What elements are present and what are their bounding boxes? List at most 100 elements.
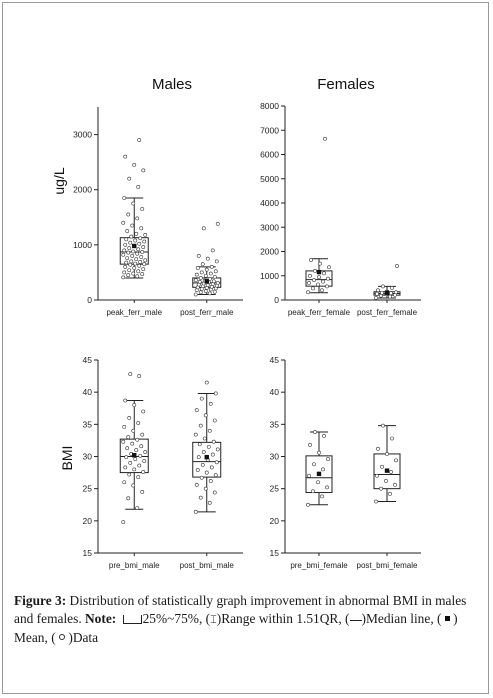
data-point: [133, 457, 138, 461]
data-point: [136, 269, 141, 274]
data-point: [316, 480, 320, 485]
data-point: [123, 465, 128, 470]
title-males: Males: [152, 76, 192, 93]
data-point: [140, 250, 145, 254]
data-point: [309, 258, 313, 262]
data-point: [194, 272, 199, 277]
data-point: [139, 226, 144, 231]
data-point: [380, 464, 384, 469]
data-point: [142, 262, 147, 267]
data-point: [123, 265, 128, 269]
iqr-box: [192, 441, 222, 478]
data-point: [200, 462, 205, 467]
data-point: [393, 482, 397, 487]
data-point: [379, 486, 383, 491]
data-point: [128, 240, 133, 245]
data-point: [124, 455, 129, 460]
data-point: [121, 252, 126, 257]
data-point: [212, 418, 217, 423]
legend-data-icon: [59, 634, 65, 640]
y-tick-label: 40: [270, 387, 280, 397]
data-point: [389, 291, 393, 296]
y-tick-label: 15: [270, 548, 280, 558]
data-point: [207, 291, 212, 296]
data-point: [209, 265, 214, 269]
data-point: [307, 473, 311, 478]
data-point: [137, 138, 142, 142]
data-point: [394, 458, 398, 463]
figure-charts: Males Females ug/L BMI 0 1000 2000 3000 peak…: [51, 76, 421, 570]
data-point: [376, 446, 380, 451]
data-point: [312, 462, 316, 467]
data-point: [374, 499, 378, 504]
data-point: [130, 253, 135, 258]
data-point: [203, 486, 208, 491]
mean-marker: [384, 290, 390, 295]
data-point: [125, 256, 130, 260]
legend-median-icon: [349, 620, 362, 621]
data-point: [197, 279, 202, 284]
data-point: [209, 465, 214, 470]
data-point: [141, 470, 146, 474]
figure-caption: Figure 3: Distribution of statistically …: [14, 593, 467, 645]
x-tick-label: peak_ferr_female: [288, 308, 351, 317]
data-point: [121, 220, 126, 225]
data-point: [313, 268, 317, 273]
data-point: [131, 249, 136, 254]
y-tick-label: 1000: [73, 240, 92, 250]
data-point: [141, 168, 146, 173]
y-tick-label: 8000: [260, 101, 279, 111]
data-point: [136, 475, 141, 479]
data-point: [137, 263, 142, 268]
data-point: [388, 294, 392, 299]
y-tick-label: 35: [270, 419, 280, 429]
data-point: [134, 257, 139, 262]
data-point: [195, 468, 200, 472]
caption-label: Figure 3:: [14, 593, 67, 608]
data-point: [127, 268, 132, 273]
data-point: [195, 266, 200, 270]
mean-marker: [316, 269, 322, 275]
data-point: [203, 273, 208, 278]
data-point: [210, 452, 215, 457]
y-tick-label: 2000: [260, 247, 279, 257]
data-point: [136, 421, 141, 425]
data-point: [196, 253, 201, 258]
data-point: [208, 271, 213, 276]
panel-males-ferritin: 0 1000 2000 3000 peak_ferr_male post_ferr_mal…: [73, 107, 243, 317]
data-point: [134, 231, 139, 236]
data-point: [384, 479, 388, 483]
data-point: [316, 282, 320, 287]
data-point: [133, 261, 138, 266]
data-point: [205, 256, 210, 261]
mean-marker: [132, 453, 137, 458]
y-tick-label: 30: [83, 452, 93, 462]
data-point: [126, 496, 131, 501]
data-point: [307, 281, 311, 285]
data-point: [122, 480, 127, 485]
data-point: [128, 262, 133, 267]
legend-mean-text: Mean,: [14, 630, 48, 645]
data-point: [127, 472, 132, 477]
y-tick-label: 3000: [260, 222, 279, 232]
data-point: [202, 436, 207, 441]
data-point: [211, 279, 216, 284]
data-point: [381, 284, 385, 289]
data-point: [312, 278, 316, 283]
data-point: [215, 447, 220, 452]
iqr-box: [119, 438, 149, 474]
legend-range-text: Range within 1.51QR,: [221, 611, 342, 626]
data-point: [374, 295, 378, 300]
data-point: [215, 281, 220, 285]
data-point: [140, 489, 145, 494]
iqr-box: [305, 455, 333, 494]
y-tick-label: 5000: [260, 174, 279, 184]
data-point: [135, 437, 140, 442]
legend-box-icon: [122, 615, 142, 624]
caption-text: Distribution of statistically graph impr…: [14, 593, 467, 626]
data-point: [128, 372, 133, 377]
data-point: [208, 401, 213, 406]
data-point: [143, 450, 148, 454]
data-point: [213, 473, 218, 478]
data-point: [318, 261, 322, 266]
